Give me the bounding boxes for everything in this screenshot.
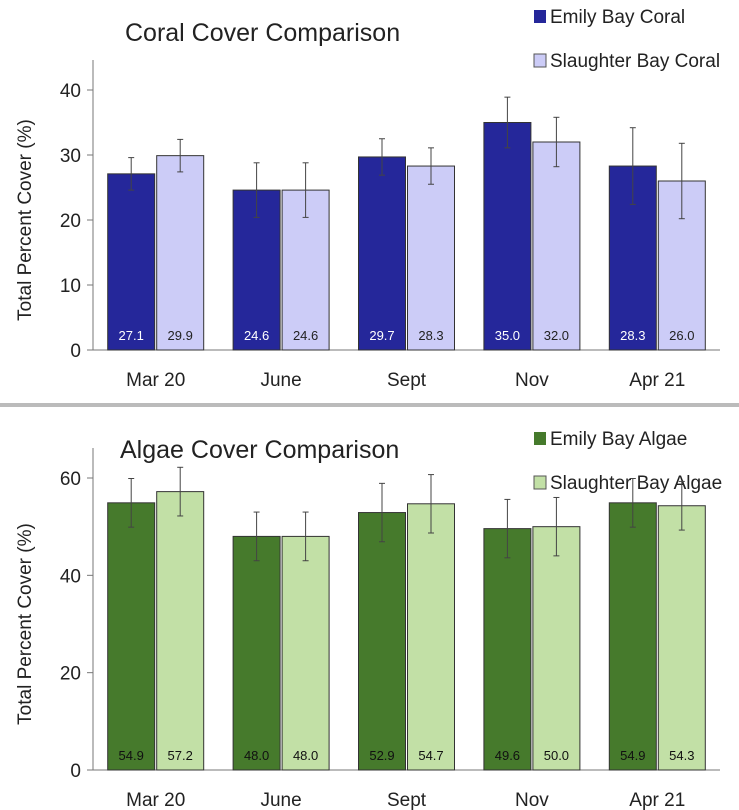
data-label: 27.1 [119,328,144,343]
y-tick-label: 20 [60,211,81,232]
y-tick-label: 60 [60,469,81,490]
data-label: 28.3 [418,328,443,343]
bar [608,502,657,771]
x-tick-label: Nov [515,370,549,391]
data-label: 29.7 [369,328,394,343]
x-tick-label: Mar 20 [126,790,185,810]
y-tick-label: 30 [60,146,81,167]
legend-label: Slaughter Bay Coral [550,51,720,72]
x-tick-label: June [260,790,301,810]
data-label: 35.0 [495,328,520,343]
legend-swatch [533,475,547,490]
bar [407,165,455,351]
x-tick-label: Apr 21 [629,790,685,810]
bar [532,526,581,771]
bar [483,122,532,351]
x-tick-label: Nov [515,790,549,810]
legend-swatch [533,53,547,68]
x-tick-label: Apr 21 [629,370,685,391]
data-label: 28.3 [620,328,645,343]
y-tick-label: 40 [60,81,81,102]
y-axis-label: Total Percent Cover (%) [15,523,36,725]
data-label: 50.0 [544,748,569,763]
legend-label: Emily Bay Algae [550,429,687,450]
chart-title: Coral Cover Comparison [125,19,400,47]
bar [281,535,330,771]
data-label: 32.0 [544,328,569,343]
legend-swatch [534,10,546,23]
data-label: 26.0 [669,328,694,343]
data-label: 29.9 [168,328,193,343]
data-label: 48.0 [293,748,318,763]
data-label: 52.9 [369,748,394,763]
x-tick-label: Sept [387,790,427,810]
bar [407,503,455,771]
chart-title: Algae Cover Comparison [120,436,399,464]
y-tick-label: 10 [60,276,81,297]
legend-swatch [534,432,546,445]
bar [532,141,581,351]
y-tick-label: 40 [60,566,81,587]
data-label: 54.9 [119,748,144,763]
bar [358,156,406,351]
x-tick-label: Mar 20 [126,370,185,391]
bar [156,491,205,771]
data-label: 54.3 [669,748,694,763]
data-label: 48.0 [244,748,269,763]
data-label: 24.6 [244,328,269,343]
y-axis-label: Total Percent Cover (%) [15,119,36,321]
bar [358,512,406,771]
bar [107,502,156,771]
data-label: 57.2 [168,748,193,763]
bar [107,173,156,351]
data-label: 54.9 [620,748,645,763]
data-label: 24.6 [293,328,318,343]
bar [156,155,205,351]
coral-chart: Coral Cover Comparison Emily Bay Coral Sla… [15,7,720,391]
data-label: 49.6 [495,748,520,763]
y-tick-label: 0 [70,761,81,782]
legend-label: Slaughter Bay Algae [550,473,722,494]
bar [232,535,281,771]
x-tick-label: June [260,370,301,391]
bar [657,505,706,771]
algae-chart: Algae Cover Comparison Emily Bay Algae Sla… [15,429,722,810]
y-tick-label: 20 [60,664,81,685]
bar [483,528,532,771]
x-tick-label: Sept [387,370,427,391]
data-label: 54.7 [418,748,443,763]
y-tick-label: 0 [70,341,81,362]
legend-label: Emily Bay Coral [550,7,685,28]
